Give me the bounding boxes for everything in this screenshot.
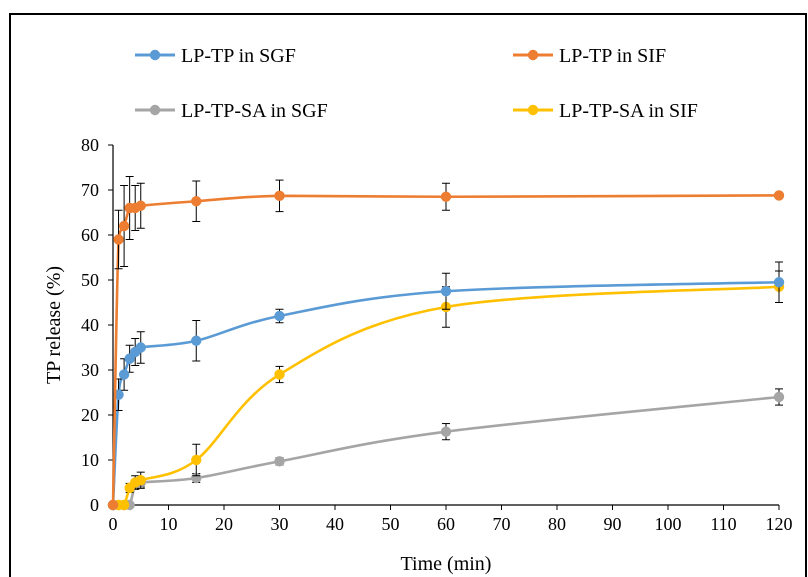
data-point bbox=[440, 191, 452, 202]
legend: LP-TP in SGF LP-TP in SIF LP-TP-SA in SGF L… bbox=[135, 45, 698, 122]
y-tick-label: 50 bbox=[81, 270, 99, 290]
y-axis-title: TP release (%) bbox=[43, 266, 65, 384]
data-point bbox=[274, 456, 285, 467]
data-point bbox=[274, 310, 285, 322]
x-tick-label: 70 bbox=[493, 514, 511, 534]
x-tick-label: 20 bbox=[215, 514, 233, 534]
data-point bbox=[191, 454, 202, 466]
data-point bbox=[440, 286, 452, 297]
y-tick-label: 20 bbox=[81, 405, 99, 425]
series-1 bbox=[107, 176, 785, 511]
data-point bbox=[440, 426, 452, 437]
legend-item: LP-TP-SA in SGF bbox=[135, 100, 328, 122]
data-point bbox=[113, 234, 124, 245]
y-tick-label: 80 bbox=[81, 135, 99, 155]
y-tick-label: 40 bbox=[81, 315, 99, 335]
legend-swatch-marker bbox=[149, 49, 161, 61]
x-tick-label: 80 bbox=[548, 514, 566, 534]
y-tick-label: 70 bbox=[81, 180, 99, 200]
y-tick-label: 30 bbox=[81, 360, 99, 380]
y-tick-label: 60 bbox=[81, 225, 99, 245]
data-point bbox=[135, 342, 146, 353]
legend-label: LP-TP-SA in SIF bbox=[559, 100, 698, 122]
data-point bbox=[191, 335, 202, 346]
y-tick-label: 0 bbox=[90, 495, 99, 515]
data-point bbox=[274, 190, 285, 202]
data-point bbox=[118, 499, 130, 511]
data-point bbox=[135, 200, 146, 211]
data-point bbox=[773, 190, 785, 201]
data-point bbox=[118, 369, 130, 380]
x-tick-label: 40 bbox=[326, 514, 344, 534]
data-point bbox=[773, 277, 785, 288]
legend-label: LP-TP in SGF bbox=[181, 45, 296, 67]
x-tick-label: 110 bbox=[710, 514, 736, 534]
tick-group: 0 10 20 30 40 50 60 70 80 90 100 110 120 0 10 20 30 40 50 6… bbox=[81, 135, 793, 534]
legend-swatch-marker bbox=[149, 104, 161, 116]
data-point bbox=[191, 196, 202, 207]
legend-item: LP-TP in SGF bbox=[135, 45, 296, 67]
legend-item: LP-TP-SA in SIF bbox=[513, 100, 698, 122]
legend-swatch-marker bbox=[527, 104, 539, 116]
data-point bbox=[107, 499, 119, 511]
legend-item: LP-TP in SIF bbox=[513, 45, 666, 67]
data-point bbox=[118, 220, 130, 232]
x-tick-label: 100 bbox=[655, 514, 682, 534]
legend-label: LP-TP-SA in SGF bbox=[181, 100, 328, 122]
x-tick-label: 0 bbox=[109, 514, 118, 534]
x-tick-label: 30 bbox=[271, 514, 289, 534]
x-tick-label: 50 bbox=[382, 514, 400, 534]
x-tick-label: 60 bbox=[437, 514, 455, 534]
legend-swatch-marker bbox=[527, 49, 539, 61]
data-point bbox=[135, 475, 146, 486]
legend-label: LP-TP in SIF bbox=[559, 45, 666, 67]
y-tick-label: 10 bbox=[81, 450, 99, 470]
x-tick-label: 120 bbox=[766, 514, 793, 534]
x-tick-label: 10 bbox=[160, 514, 178, 534]
data-point bbox=[773, 391, 785, 403]
data-point bbox=[274, 369, 285, 380]
x-tick-label: 90 bbox=[604, 514, 622, 534]
x-axis-title: Time (min) bbox=[401, 553, 492, 575]
series-layer bbox=[107, 176, 785, 511]
